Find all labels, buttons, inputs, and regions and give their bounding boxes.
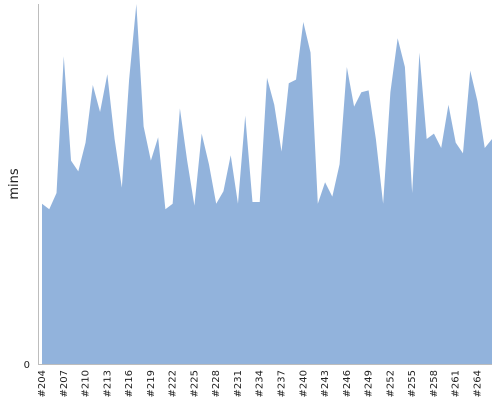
y-tick-label: 0: [24, 360, 30, 371]
x-tick-labels: #204 #207 #210 #213 #216 #219 #222 #225 #228 #231…: [37, 370, 483, 397]
x-tick-label: #255: [407, 370, 418, 397]
x-tick-label: #261: [451, 370, 462, 397]
x-tick-label: #243: [320, 370, 331, 397]
x-tick-label: #258: [429, 370, 440, 397]
x-tick-label: #216: [124, 370, 135, 397]
x-tick-label: #219: [146, 370, 157, 397]
x-tick-label: #240: [298, 370, 309, 397]
x-tick-label: #210: [81, 370, 92, 397]
x-tick-label: #204: [37, 370, 48, 397]
x-tick-label: #246: [342, 370, 353, 397]
x-tick-label: #249: [364, 370, 375, 397]
x-tick-label: #222: [168, 370, 179, 397]
x-tick-label: #264: [472, 370, 483, 397]
x-tick-label: #231: [233, 370, 244, 397]
x-tick-label: #234: [255, 370, 266, 397]
x-tick-label: #225: [189, 370, 200, 397]
y-axis-title: mins: [7, 168, 22, 200]
x-tick-label: #237: [277, 370, 288, 397]
series-area: [42, 4, 492, 364]
plot-area: [42, 4, 492, 364]
x-tick-label: #228: [211, 370, 222, 397]
x-tick-label: #207: [59, 370, 70, 397]
x-tick-label: #213: [102, 370, 113, 397]
x-tick-label: #252: [385, 370, 396, 397]
